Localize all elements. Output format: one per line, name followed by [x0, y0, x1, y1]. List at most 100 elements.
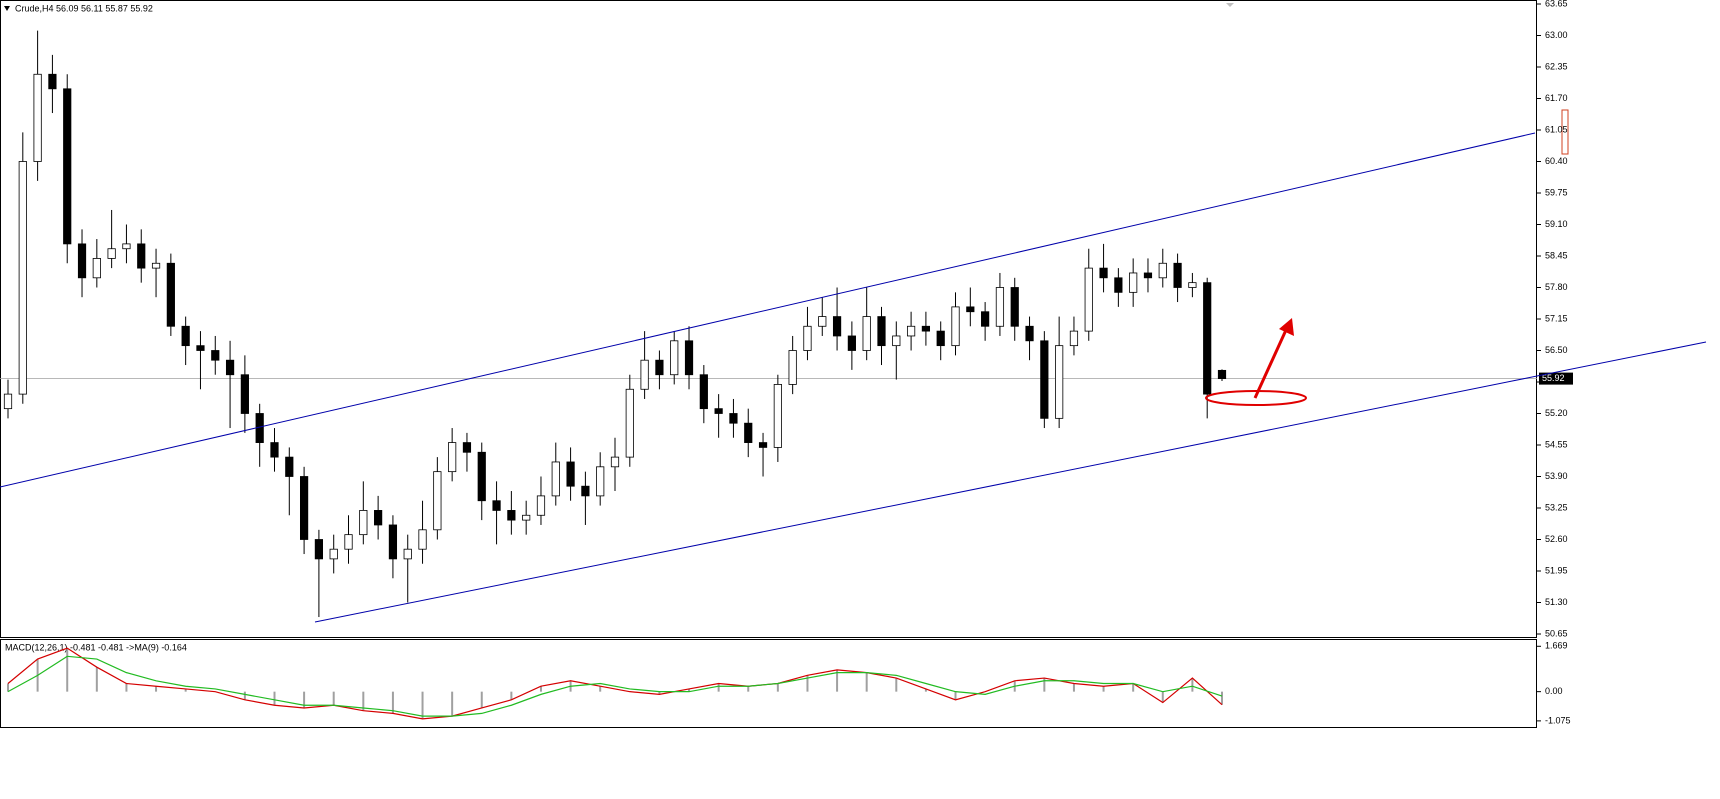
candle-body: [462, 442, 472, 453]
candle-body: [1203, 282, 1212, 395]
candle-body: [1069, 330, 1079, 347]
indicator-y-tick-label: 1.669: [1545, 641, 1568, 651]
candle-body: [151, 262, 161, 269]
upper-channel-line[interactable]: [0, 132, 1536, 488]
lower-channel-line[interactable]: [314, 341, 1707, 623]
candle-body: [788, 350, 797, 385]
candle-body: [1158, 262, 1167, 279]
candle-body: [1025, 325, 1034, 342]
candle-body: [655, 359, 664, 376]
candle-body: [344, 534, 353, 550]
candle-body: [329, 548, 338, 560]
candle-body: [448, 442, 457, 473]
y-tick-label: 61.05: [1545, 124, 1568, 134]
candle-body: [374, 510, 383, 526]
candle-body: [1055, 345, 1064, 419]
candle-body: [33, 73, 42, 162]
candle-body: [507, 510, 516, 521]
candle-body: [18, 161, 27, 395]
candle-body: [1010, 287, 1019, 327]
candle-body: [1129, 272, 1138, 293]
candle-body: [744, 422, 753, 443]
support-ellipse[interactable]: [1205, 390, 1307, 406]
candle-body: [1099, 267, 1108, 279]
candle-body: [832, 316, 842, 337]
candle-body: [418, 529, 427, 550]
candle-body: [359, 510, 368, 536]
scroll-marker[interactable]: [1561, 109, 1569, 155]
candle-body: [1143, 272, 1153, 279]
y-tick-label: 62.35: [1545, 61, 1568, 71]
candle-body: [92, 258, 101, 279]
candle-body: [936, 330, 945, 347]
y-tick-label: 60.40: [1545, 156, 1568, 166]
current-price-box: [1539, 372, 1573, 385]
candle-body: [596, 466, 605, 497]
indicator-title: MACD(12,26,1) -0.481 -0.481 ->MA(9) -0.1…: [5, 642, 187, 652]
candle-body: [285, 456, 294, 477]
candle-body: [640, 359, 649, 390]
y-tick-label: 50.65: [1545, 628, 1568, 638]
arrow-head[interactable]: [1279, 318, 1294, 336]
y-tick-label: 55.20: [1545, 408, 1568, 418]
candle-body: [77, 243, 87, 279]
y-tick-label: 53.90: [1545, 471, 1568, 481]
candle-body: [299, 476, 309, 540]
candle-body: [921, 325, 931, 332]
menu-triangle[interactable]: [4, 6, 10, 11]
y-tick-label: 61.70: [1545, 93, 1568, 103]
y-tick-label: 56.50: [1545, 345, 1568, 355]
candle-body: [388, 524, 398, 560]
candle-body: [477, 451, 486, 502]
candle-body: [892, 335, 901, 347]
candle-body: [240, 374, 249, 414]
y-tick-label: 63.00: [1545, 30, 1568, 40]
candle-body: [758, 442, 768, 448]
main-panel-frame: [0, 0, 1537, 638]
candle-body: [995, 287, 1005, 327]
y-tick-label: 52.60: [1545, 534, 1568, 544]
candle-body: [981, 311, 990, 327]
arrow-shaft[interactable]: [1253, 329, 1288, 399]
candle-body: [522, 514, 531, 521]
candle-body: [433, 471, 442, 531]
candle-body: [729, 413, 738, 424]
indicator-y-tick-label: -1.075: [1545, 715, 1571, 725]
candle-body: [906, 325, 916, 337]
candle-body: [3, 393, 13, 410]
candle-body: [877, 316, 886, 347]
plot: 63.65 63.00 62.35 61.70 61.05 60.40 59.75 59.10…: [0, 0, 1573, 725]
candle-body: [847, 335, 856, 351]
indicator-y-tick-label: 0.00: [1545, 686, 1563, 696]
candle-body: [1084, 267, 1093, 332]
candle-body: [403, 548, 412, 560]
indicator-line: [7, 655, 1223, 717]
candle-body: [1188, 282, 1197, 288]
candle-body: [314, 539, 324, 560]
candle-body: [610, 456, 620, 468]
shift-marker[interactable]: [1226, 3, 1234, 7]
y-tick-label: 57.15: [1545, 313, 1568, 323]
candle-body: [951, 306, 960, 347]
candle-body: [1040, 340, 1049, 419]
y-tick-label: 51.30: [1545, 597, 1568, 607]
y-tick-label: 51.95: [1545, 565, 1568, 575]
indicator-panel-frame: [0, 639, 1537, 728]
y-tick-label: 57.80: [1545, 282, 1568, 292]
candle-body: [670, 340, 679, 376]
candle-body: [107, 248, 116, 259]
candle-body: [1114, 277, 1123, 293]
candle-body: [818, 316, 827, 327]
current-price-label: 55.92: [1542, 373, 1565, 383]
candle-body: [684, 340, 694, 376]
y-tick-label: 59.75: [1545, 187, 1568, 197]
candle-body: [581, 485, 590, 497]
candle-body: [536, 495, 546, 516]
candle-body: [137, 243, 146, 269]
candle-body: [270, 442, 279, 458]
candle-body: [699, 374, 708, 410]
y-tick-label: 54.55: [1545, 439, 1568, 449]
candle-body: [566, 461, 575, 487]
candle-body: [48, 73, 57, 90]
